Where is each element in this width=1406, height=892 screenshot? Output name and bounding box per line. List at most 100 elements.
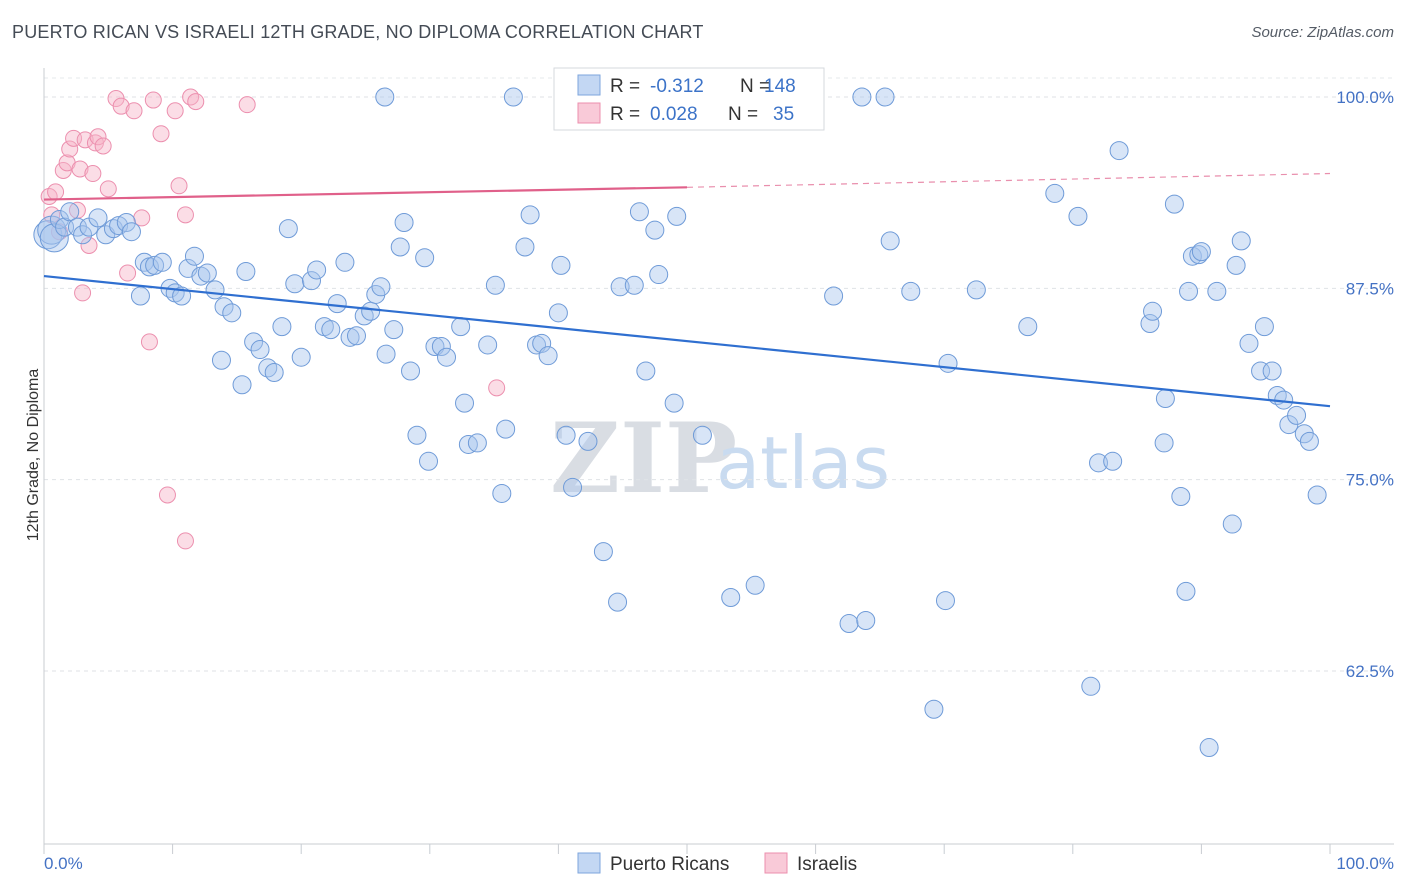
- israelis-point: [89, 128, 107, 146]
- puerto-ricans-point: [1068, 206, 1088, 226]
- puerto-ricans-point: [593, 542, 613, 562]
- puerto-ricans-point: [629, 202, 649, 222]
- y-tick-label: 62.5%: [1346, 662, 1394, 681]
- puerto-ricans-point: [515, 237, 535, 257]
- israelis-point: [76, 131, 94, 149]
- puerto-ricans-point: [478, 335, 498, 355]
- legend-n-label: N =: [728, 104, 758, 125]
- israelis-point: [74, 284, 92, 302]
- trend-lines: [43, 172, 1331, 408]
- puerto-ricans-point: [346, 326, 366, 346]
- puerto-ricans-point: [578, 431, 598, 451]
- legend-swatch-israelis: [577, 102, 601, 124]
- watermark-atlas: atlas: [716, 421, 890, 505]
- puerto-ricans-point: [1199, 738, 1219, 758]
- puerto-ricans-point: [244, 332, 264, 352]
- puerto-ricans-point: [431, 336, 451, 356]
- puerto-ricans-point: [467, 433, 487, 453]
- puerto-ricans-point: [556, 425, 576, 445]
- puerto-ricans-point: [938, 353, 958, 373]
- puerto-ricans-point: [745, 575, 765, 595]
- puerto-ricans-point: [390, 237, 410, 257]
- puerto-ricans-point: [880, 231, 900, 251]
- y-axis-title: 12th Grade, No Diploma: [25, 369, 42, 542]
- puerto-ricans-point: [1222, 514, 1242, 534]
- puerto-ricans-point: [645, 220, 665, 240]
- x-tick-max: 100.0%: [1336, 854, 1394, 873]
- puerto-ricans-point: [485, 275, 505, 295]
- puerto-ricans-point: [340, 327, 360, 347]
- puerto-ricans-point: [1239, 333, 1259, 353]
- source-label: Source: ZipAtlas.com: [1251, 24, 1394, 41]
- puerto-ricans-point: [301, 271, 321, 291]
- israelis-point: [54, 161, 72, 179]
- puerto-ricans-point: [667, 206, 687, 226]
- puerto-ricans-point: [1254, 317, 1274, 337]
- legend-swatch-israelis: [764, 852, 788, 874]
- puerto-ricans-point: [1207, 281, 1227, 301]
- puerto-ricans-point: [73, 225, 93, 245]
- y-tick-label: 75.0%: [1346, 471, 1394, 490]
- israelis-trend-line: [43, 186, 688, 201]
- puerto-ricans-point: [1018, 317, 1038, 337]
- israelis-point: [61, 140, 79, 158]
- puerto-ricans-point: [924, 699, 944, 719]
- puerto-ricans-point: [285, 274, 305, 294]
- puerto-ricans-point: [551, 255, 571, 275]
- israelis-point: [176, 206, 194, 224]
- puerto-ricans-point: [610, 277, 630, 297]
- puerto-ricans-point: [236, 261, 256, 281]
- puerto-ricans-point: [96, 225, 116, 245]
- puerto-ricans-point: [437, 347, 457, 367]
- puerto-ricans-point: [824, 286, 844, 306]
- israelis-point: [187, 93, 205, 111]
- puerto-ricans-point: [608, 592, 628, 612]
- puerto-ricans-point: [60, 202, 80, 222]
- watermark-zip: ZIP: [550, 402, 737, 515]
- x-tick-min: 0.0%: [44, 854, 83, 873]
- puerto-ricans-point: [394, 213, 414, 233]
- legend-label-puerto-ricans: Puerto Ricans: [610, 854, 729, 875]
- puerto-ricans-point: [875, 87, 895, 107]
- puerto-ricans-point: [375, 87, 395, 107]
- puerto-ricans-point: [384, 320, 404, 340]
- puerto-ricans-point: [197, 263, 217, 283]
- legend-swatch-puerto-ricans: [577, 74, 601, 96]
- puerto-ricans-point: [1262, 361, 1282, 381]
- puerto-ricans-point: [361, 301, 381, 321]
- puerto-ricans-point: [130, 286, 150, 306]
- puerto-ricans-point: [1299, 431, 1319, 451]
- puerto-ricans-point: [538, 346, 558, 366]
- gridlines: [44, 77, 1394, 672]
- puerto-ricans-point: [401, 361, 421, 381]
- puerto-ricans-point: [692, 425, 712, 445]
- puerto-ricans-point: [335, 252, 355, 272]
- puerto-ricans-point: [503, 87, 523, 107]
- puerto-ricans-point: [88, 208, 108, 228]
- puerto-ricans-point: [852, 87, 872, 107]
- puerto-ricans-point: [492, 483, 512, 503]
- puerto-ricans-point: [1143, 301, 1163, 321]
- israelis-point: [47, 183, 65, 201]
- puerto-ricans-point: [1045, 183, 1065, 203]
- chart-title: PUERTO RICAN VS ISRAELI 12TH GRADE, NO D…: [12, 22, 704, 42]
- israelis-point: [80, 236, 98, 254]
- legend-r-value: -0.312: [650, 76, 704, 97]
- israelis-trend-extension: [686, 172, 1331, 188]
- puerto-ricans-point: [327, 294, 347, 314]
- puerto-ricans-point: [121, 222, 141, 242]
- puerto-ricans-point: [1089, 453, 1109, 473]
- y-tick-label: 87.5%: [1346, 279, 1394, 298]
- puerto-ricans-point: [321, 320, 341, 340]
- puerto-ricans-point: [1176, 581, 1196, 601]
- israelis-point: [166, 102, 184, 120]
- puerto-ricans-point: [649, 265, 669, 285]
- puerto-ricans-point: [1140, 314, 1160, 334]
- puerto-ricans-point: [1164, 194, 1184, 214]
- puerto-ricans-point: [211, 350, 231, 370]
- puerto-ricans-point: [966, 280, 986, 300]
- puerto-ricans-point: [1154, 433, 1174, 453]
- correlation-legend: R = -0.312 N = 148 R = 0.028 N = 35: [553, 67, 825, 131]
- israelis-point: [71, 160, 89, 178]
- israelis-point: [94, 137, 112, 155]
